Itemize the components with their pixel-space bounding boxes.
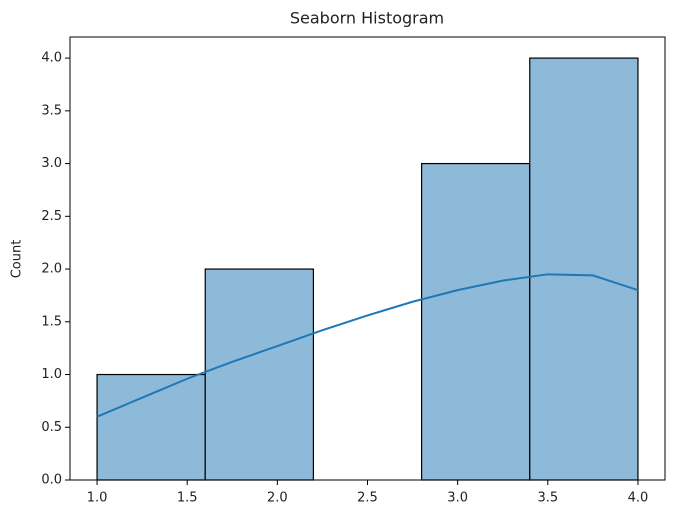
y-tick-label: 0.0	[41, 473, 62, 488]
x-tick-label: 1.0	[87, 491, 108, 506]
y-tick-label: 3.5	[41, 103, 62, 118]
x-tick-label: 3.5	[537, 491, 558, 506]
x-tick-label: 4.0	[628, 491, 649, 506]
bar	[96, 373, 206, 481]
bar	[529, 57, 639, 481]
y-axis-label: Count	[10, 240, 25, 279]
plot-frame	[69, 36, 666, 481]
x-tick-label: 2.5	[357, 491, 378, 506]
chart-title: Seaborn Histogram	[290, 9, 444, 28]
y-tick-label: 4.0	[41, 51, 62, 66]
y-tick-label: 3.0	[41, 156, 62, 171]
y-tick-label: 2.5	[41, 209, 62, 224]
x-tick-label: 2.0	[267, 491, 288, 506]
bar	[204, 268, 315, 481]
y-tick-label: 0.5	[41, 420, 62, 435]
y-tick-label: 1.0	[41, 367, 62, 382]
y-tick-label: 2.0	[41, 262, 62, 277]
x-tick-label: 1.5	[177, 491, 198, 506]
kde-line	[96, 273, 639, 418]
x-tick-label: 3.0	[447, 491, 468, 506]
y-tick-label: 1.5	[41, 314, 62, 329]
bar	[420, 162, 531, 481]
